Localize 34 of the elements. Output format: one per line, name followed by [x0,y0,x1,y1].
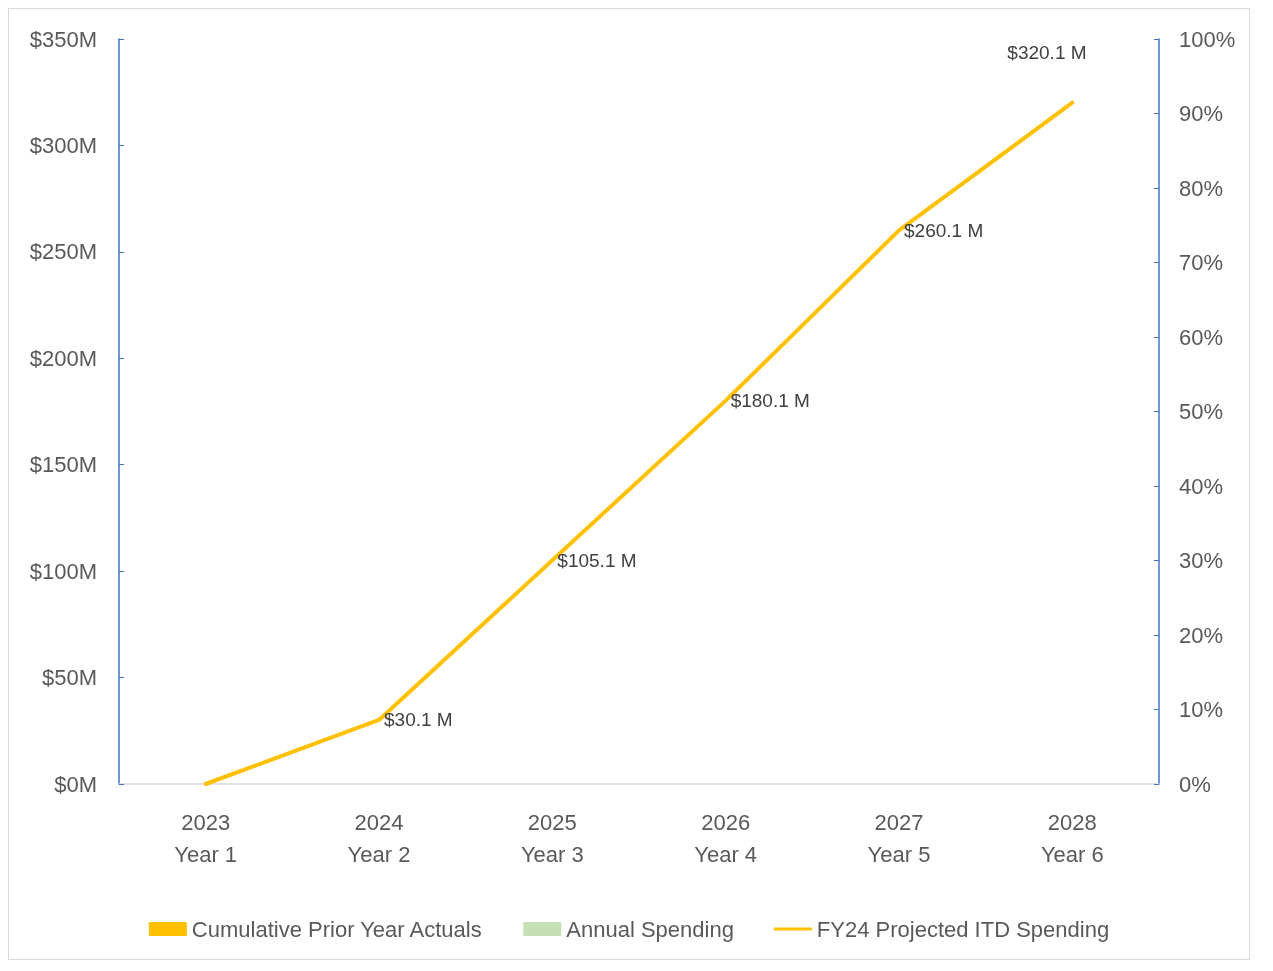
y2-tick-label: 0% [1179,771,1211,797]
legend-label: Annual Spending [566,916,734,942]
y2-tick-label: 80% [1179,175,1224,201]
y-tick-label: $50M [41,665,97,691]
x-tick-label: 2023 Year 1 [174,809,238,867]
x-tick-label: 2024 Year 2 [347,809,411,867]
line-series [203,100,1075,786]
y-tick-label: $350M [29,26,97,52]
x-tick-label: 2028 Year 6 [1040,809,1104,867]
y2-tick-label: 60% [1179,324,1224,350]
y-tick-label: $300M [29,132,97,158]
legend-label: Cumulative Prior Year Actuals [191,916,482,942]
x-tick-label: 2027 Year 5 [867,809,931,867]
y2-tick-label: 10% [1179,697,1224,722]
data-label: $260.1 M [904,219,984,241]
y-tick-label: $0M [54,771,97,797]
x-tick-label: 2025 Year 3 [520,809,584,867]
data-label: $320.1 M [1007,42,1087,64]
y2-tick-label: 50% [1179,399,1224,424]
y2-tick-label: 90% [1179,101,1224,126]
y2-tick-label: 70% [1179,250,1224,275]
y-tick-label: $250M [29,239,97,265]
data-label: $30.1 M [384,709,453,731]
y-tick-label: $100M [29,558,97,584]
y2-tick-label: 100% [1179,26,1236,52]
y2-tick-label: 40% [1179,473,1224,499]
legend-label: FY24 Projected ITD Spending [816,916,1110,942]
y-tick-label: $150M [29,452,97,478]
y2-tick-label: 30% [1179,548,1224,573]
data-label: $180.1 M [730,390,810,412]
y-tick-label: $200M [29,345,97,371]
x-tick-label: 2026 Year 4 [694,809,758,867]
y2-tick-label: 20% [1179,622,1224,648]
data-label: $105.1 M [557,549,637,571]
